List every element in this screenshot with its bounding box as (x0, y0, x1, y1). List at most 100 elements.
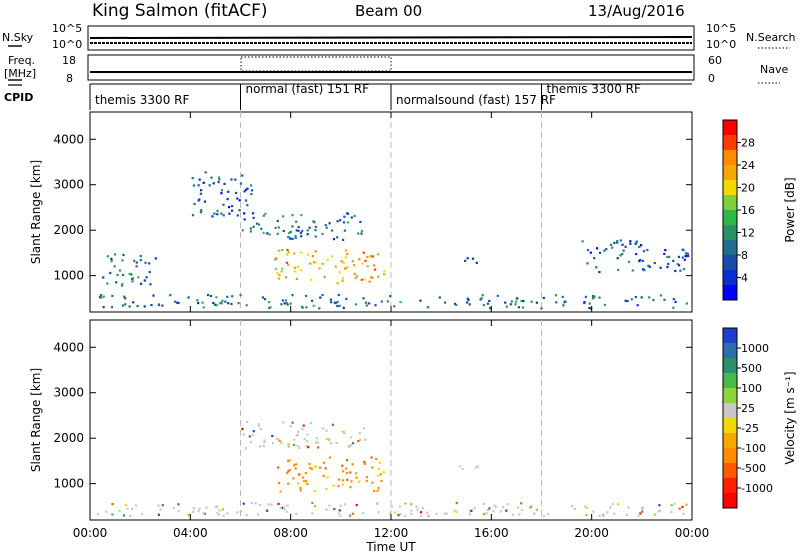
colorbar-tick-label: 12 (741, 227, 755, 240)
range-time-cell (583, 301, 586, 304)
range-time-cell (366, 255, 369, 259)
range-time-cell (622, 249, 625, 252)
colorbar-tick-label: 16 (741, 204, 755, 217)
range-time-cell (438, 296, 441, 299)
range-time-cell (238, 209, 241, 212)
range-time-cell (351, 260, 354, 263)
range-time-cell (202, 181, 205, 184)
nave-label: Nave (760, 63, 788, 76)
range-time-cell (542, 515, 545, 518)
freq-label-1: Freq. (8, 54, 35, 67)
range-time-cell (376, 474, 379, 477)
range-time-cell (625, 513, 628, 516)
range-time-cell (330, 442, 333, 445)
range-time-cell (468, 513, 471, 516)
range-time-cell (308, 462, 311, 465)
range-time-cell (259, 504, 262, 507)
range-time-cell (260, 227, 263, 230)
range-time-cell (208, 184, 211, 187)
range-time-cell (674, 300, 677, 303)
range-time-cell (598, 271, 601, 274)
range-time-cell (376, 489, 379, 492)
range-time-cell (325, 508, 328, 511)
range-time-cell (213, 303, 217, 306)
range-time-cell (421, 506, 425, 510)
y-tick-label: 4000 (53, 132, 84, 146)
range-time-cell (116, 273, 119, 277)
range-time-cell (102, 306, 105, 309)
colorbar-segment (723, 135, 737, 151)
range-time-cell (177, 301, 180, 305)
range-time-cell (122, 253, 125, 257)
range-time-cell (286, 253, 289, 256)
range-time-cell (145, 276, 148, 279)
range-time-cell (678, 264, 681, 267)
range-time-cell (319, 296, 322, 299)
colorbar-segment (723, 403, 737, 419)
range-time-cell (420, 511, 423, 514)
range-time-cell (672, 306, 675, 309)
range-time-cell (220, 189, 223, 192)
range-time-cell (341, 279, 344, 282)
range-time-cell (262, 214, 265, 217)
range-time-cell (453, 509, 456, 512)
range-time-cell (475, 466, 478, 469)
range-time-cell (218, 302, 222, 305)
range-time-cell (337, 478, 341, 481)
range-time-cell (653, 261, 656, 265)
colorbar-segment (723, 418, 737, 434)
station-title: King Salmon (fitACF) (92, 1, 268, 21)
range-time-cell (205, 506, 208, 509)
range-time-cell (344, 267, 347, 270)
colorbar-tick-label: 28 (741, 137, 755, 150)
range-time-cell (399, 301, 402, 304)
range-time-cell (144, 261, 147, 264)
x-tick-label: 12:00 (374, 526, 409, 540)
range-time-cell (199, 192, 202, 195)
range-time-cell (234, 178, 237, 181)
range-time-cell (638, 245, 641, 248)
range-time-cell (521, 306, 525, 309)
range-time-cell (468, 303, 471, 306)
range-time-cell (398, 505, 402, 508)
range-time-cell (286, 504, 289, 507)
range-time-cell (287, 482, 290, 485)
range-time-cell (294, 463, 298, 466)
range-time-cell (246, 420, 249, 423)
range-time-cell (518, 513, 521, 516)
range-time-cell (663, 252, 666, 255)
colorbar-segment (723, 448, 737, 464)
range-time-cell (274, 267, 278, 270)
range-time-cell (466, 257, 469, 260)
range-time-cell (254, 502, 257, 505)
range-time-cell (336, 282, 339, 285)
range-time-cell (382, 471, 385, 474)
range-time-cell (157, 513, 160, 516)
range-time-cell (427, 514, 431, 517)
range-time-cell (325, 438, 328, 441)
range-time-cell (113, 253, 117, 256)
y-tick-label: 1000 (53, 269, 84, 283)
range-time-cell (613, 241, 616, 244)
range-time-cell (109, 271, 112, 275)
range-time-cell (207, 293, 210, 297)
range-time-cell (685, 503, 688, 506)
range-time-cell (621, 243, 624, 246)
range-time-cell (281, 267, 284, 270)
range-time-cell (267, 503, 270, 506)
range-time-cell (278, 249, 281, 252)
range-time-cell (251, 212, 255, 215)
range-time-cell (336, 236, 339, 239)
range-time-cell (493, 504, 496, 507)
range-time-cell (619, 254, 622, 257)
range-time-cell (371, 481, 374, 484)
range-time-cell (292, 443, 295, 446)
y-tick-label: 2000 (53, 431, 84, 445)
range-time-cell (322, 427, 325, 430)
range-time-cell (121, 283, 124, 286)
colorbar-segment (723, 493, 737, 509)
range-time-cell (235, 191, 238, 195)
range-time-cell (368, 302, 371, 305)
range-time-cell (674, 269, 677, 273)
